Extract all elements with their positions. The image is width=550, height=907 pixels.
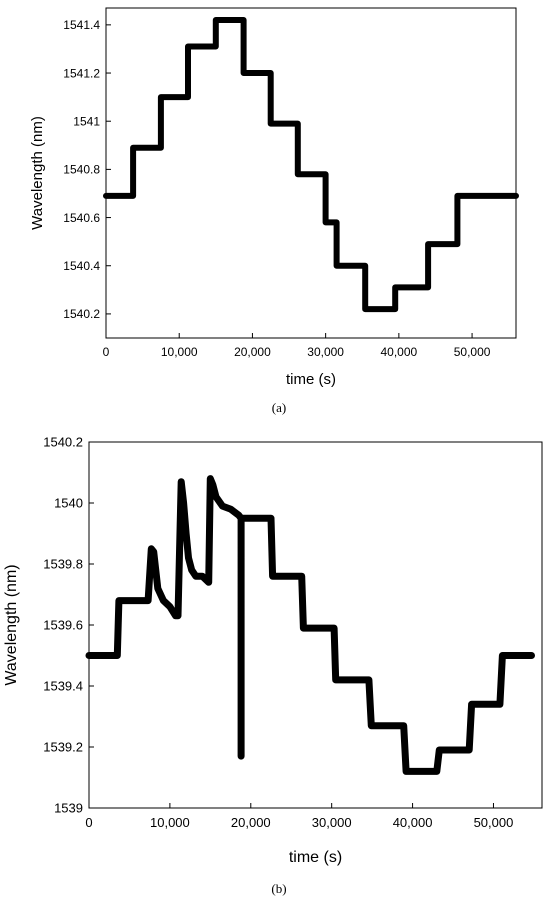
panel-a-x-tick-label: 50,000 — [454, 345, 491, 359]
panel-a-y-tick-label: 1540.4 — [63, 259, 100, 273]
panel-a-y-tick-label: 1541.2 — [63, 66, 100, 80]
panel-b-x-tick-label: 10,000 — [150, 815, 190, 830]
panel-a-chart: 0 10,000 20,000 30,000 40,000 50,000 1540.2 154… — [29, 7, 519, 388]
panel-b-y-tick-label: 1539 — [54, 801, 83, 816]
panel-b-x-tick-label: 0 — [85, 815, 92, 830]
panel-a-x-axis-label: time (s) — [286, 371, 336, 388]
panel-b-x-tick-label: 40,000 — [393, 815, 433, 830]
panel-b-x-axis-label: time (s) — [289, 849, 342, 866]
panel-b-y-tick-label: 1539.6 — [43, 618, 83, 633]
panel-b-wavelength-series — [85, 475, 535, 775]
panel-b-y-axis-label: Wavelength (nm) — [3, 564, 20, 685]
panel-a-x-tick-label: 20,000 — [234, 345, 271, 359]
panel-a-y-tick-label: 1541.4 — [63, 18, 100, 32]
panel-a-caption: (a) — [272, 400, 286, 415]
panel-b-x-tick-label: 50,000 — [474, 815, 514, 830]
panel-a-plot-frame — [105, 7, 517, 339]
panel-b-y-tick-label: 1539.4 — [43, 679, 83, 694]
panel-a-y-tick-label: 1540.2 — [63, 307, 100, 321]
panel-b-chart: 0 10,000 20,000 30,000 40,000 50,000 1539 1539.… — [3, 435, 543, 866]
panel-a-y-tick-label: 1540.8 — [63, 163, 100, 177]
panel-a-y-tick-label: 1541 — [73, 115, 100, 129]
panel-b-y-tick-label: 1540 — [54, 496, 83, 511]
panel-a-y-tick-label: 1540.6 — [63, 211, 100, 225]
panel-b-caption: (b) — [271, 881, 286, 896]
panel-b-x-tick-label: 20,000 — [231, 815, 271, 830]
panel-b-y-tick-label: 1539.8 — [43, 557, 83, 572]
panel-a-wavelength-series — [103, 17, 519, 313]
panel-a-x-tick-label: 0 — [103, 345, 110, 359]
panel-a-x-tick-label: 30,000 — [307, 345, 344, 359]
panel-b-y-tick-label: 1539.2 — [43, 740, 83, 755]
panel-b-x-tick-label: 30,000 — [312, 815, 352, 830]
panel-b-y-tick-label: 1540.2 — [43, 435, 83, 450]
panel-a-x-tick-label: 40,000 — [381, 345, 418, 359]
panel-a-y-axis-label: Wavelength (nm) — [29, 116, 46, 230]
panel-a-x-tick-label: 10,000 — [161, 345, 198, 359]
